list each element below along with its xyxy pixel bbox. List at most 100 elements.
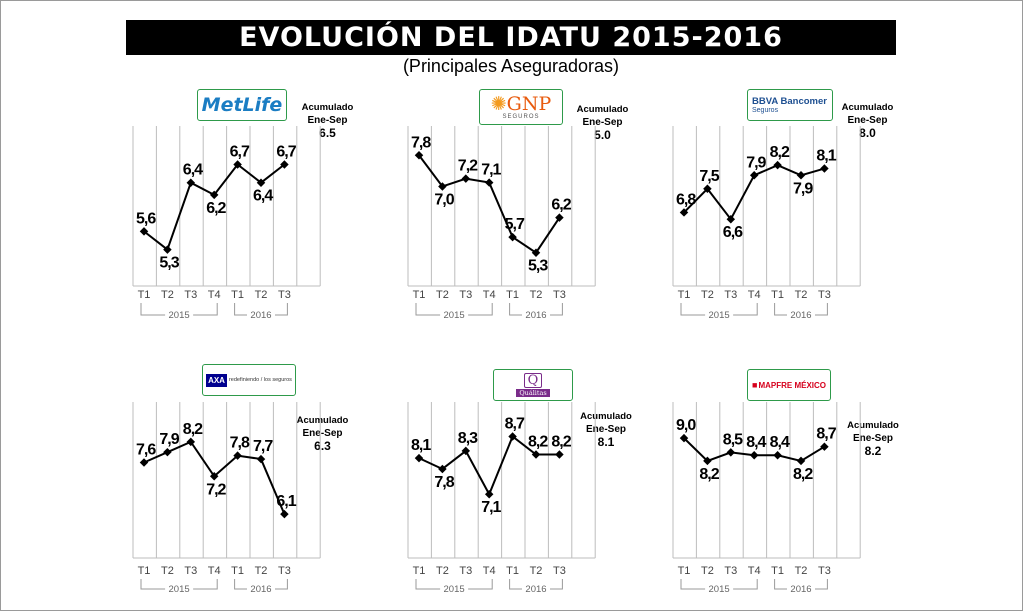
year-label: 2015 xyxy=(169,584,190,595)
data-label: 8,4 xyxy=(770,434,790,451)
accumulated-period: Ene-Sep xyxy=(852,433,893,444)
x-tick-label: T3 xyxy=(278,565,291,577)
x-tick-label: T4 xyxy=(748,565,761,577)
chart-panel-metlife: MetLife Acumulado Ene-Sep 6.5 5,6 5,3 6,4 6… xyxy=(130,88,420,328)
year-label-bg xyxy=(440,582,469,594)
accumulated-period: Ene-Sep xyxy=(585,424,626,435)
data-point xyxy=(209,472,219,481)
x-tick-label: T1 xyxy=(231,289,244,301)
accumulated-box: Acumulado Ene-Sep 6.5 xyxy=(295,101,360,140)
data-label: 8,1 xyxy=(816,148,836,165)
chart-panel-gnp: ✺GNP SEGUROS Acumulado Ene-Sep 5.0 7,8 7,… xyxy=(405,88,695,328)
x-tick-label: T1 xyxy=(506,565,519,577)
axa-logo: AXA redefiniendo / los seguros xyxy=(202,364,296,396)
data-point xyxy=(461,174,471,183)
accumulated-value: 6.3 xyxy=(314,439,331,453)
page-subtitle: (Principales Aseguradoras) xyxy=(402,56,620,76)
x-tick-label: T1 xyxy=(771,565,784,577)
data-point xyxy=(773,450,782,460)
data-label: 6,8 xyxy=(676,191,696,208)
accumulated-value: 6.5 xyxy=(319,126,336,140)
data-label: 7,9 xyxy=(793,180,813,197)
data-label: 8,2 xyxy=(528,434,548,451)
data-point xyxy=(280,160,289,169)
accumulated-box: Acumulado Ene-Sep 8.0 xyxy=(835,101,900,140)
data-label: 8,2 xyxy=(793,466,813,483)
x-tick-label: T2 xyxy=(436,565,449,577)
year-label-bg xyxy=(247,308,275,320)
data-label: 8,5 xyxy=(723,431,743,448)
data-label: 5,3 xyxy=(528,258,548,275)
data-label: 7,1 xyxy=(481,162,501,179)
year-label: 2016 xyxy=(790,584,811,595)
year-label-bg xyxy=(522,582,550,594)
data-label: 7,2 xyxy=(458,158,478,175)
year-label: 2015 xyxy=(709,310,730,321)
data-point xyxy=(726,448,736,457)
data-label: 6,7 xyxy=(230,143,250,160)
accumulated-label: Acumulado xyxy=(301,102,354,113)
year-label: 2015 xyxy=(169,310,190,321)
x-tick-label: T1 xyxy=(678,289,691,301)
x-tick-label: T1 xyxy=(138,289,151,301)
data-point xyxy=(820,442,829,451)
year-label-bg xyxy=(440,308,469,320)
x-tick-label: T1 xyxy=(506,289,519,301)
year-label: 2016 xyxy=(525,310,546,321)
year-label-bg xyxy=(522,308,550,320)
data-label: 7,7 xyxy=(253,438,273,455)
data-label: 7,8 xyxy=(230,435,250,452)
data-label: 7,9 xyxy=(159,431,179,448)
data-point xyxy=(280,509,289,519)
year-label-bg xyxy=(247,582,275,594)
data-label: 8,7 xyxy=(816,426,836,443)
data-label: 9,0 xyxy=(676,417,696,434)
x-tick-label: T1 xyxy=(413,289,426,301)
data-point xyxy=(414,151,424,160)
data-point xyxy=(484,178,494,187)
x-tick-label: T4 xyxy=(208,565,221,577)
year-label: 2015 xyxy=(709,584,730,595)
data-label: 7,0 xyxy=(434,191,454,208)
x-tick-label: T3 xyxy=(724,289,737,301)
data-label: 7,1 xyxy=(481,499,501,516)
x-tick-label: T3 xyxy=(553,289,566,301)
x-tick-label: T3 xyxy=(818,289,831,301)
year-label-bg xyxy=(787,582,815,594)
data-point xyxy=(773,160,782,170)
x-tick-label: T3 xyxy=(184,565,197,577)
data-label: 6,6 xyxy=(723,224,743,241)
mapfre-logo: ■ MAPFRE MÉXICO xyxy=(747,369,831,401)
chart-panel-mapfre: ■ MAPFRE MÉXICO Acumulado Ene-Sep 8.2 9,… xyxy=(670,362,960,602)
line-chart: 5,6 5,3 6,4 6,2 6,7 6,4 6,7 T1 T2 T3 T4 T1 T2 T3 2015 2… xyxy=(132,126,321,321)
data-label: 6,2 xyxy=(206,200,226,217)
data-label: 8,2 xyxy=(699,466,719,483)
data-point xyxy=(233,160,242,169)
line-chart: 7,67,98,2 7,2 7,8 7,7 6,1 T1 T2 T3 T4 T1 T2 T3 2015 2… xyxy=(132,402,321,595)
data-label: 7,8 xyxy=(434,474,454,491)
data-label: 6,1 xyxy=(276,493,296,510)
x-tick-label: T3 xyxy=(278,289,291,301)
year-label-bg xyxy=(165,582,194,594)
x-tick-label: T2 xyxy=(701,289,714,301)
data-label: 7,5 xyxy=(699,168,719,185)
x-tick-label: T3 xyxy=(818,565,831,577)
data-label: 5,6 xyxy=(136,210,156,227)
accumulated-label: Acumulado xyxy=(580,411,632,422)
year-label-bg xyxy=(705,308,734,320)
data-label: 8,1 xyxy=(411,437,431,454)
year-label: 2016 xyxy=(250,584,271,595)
x-tick-label: T1 xyxy=(771,289,784,301)
year-label-bg xyxy=(165,308,194,320)
accumulated-period: Ene-Sep xyxy=(847,115,888,126)
accumulated-value: 5.0 xyxy=(594,128,611,142)
accumulated-period: Ene-Sep xyxy=(582,117,623,128)
data-label: 7,2 xyxy=(206,481,226,498)
x-tick-label: T3 xyxy=(553,565,566,577)
x-tick-label: T4 xyxy=(208,289,221,301)
x-tick-label: T2 xyxy=(161,289,174,301)
accumulated-label: Acumulado xyxy=(296,415,349,426)
